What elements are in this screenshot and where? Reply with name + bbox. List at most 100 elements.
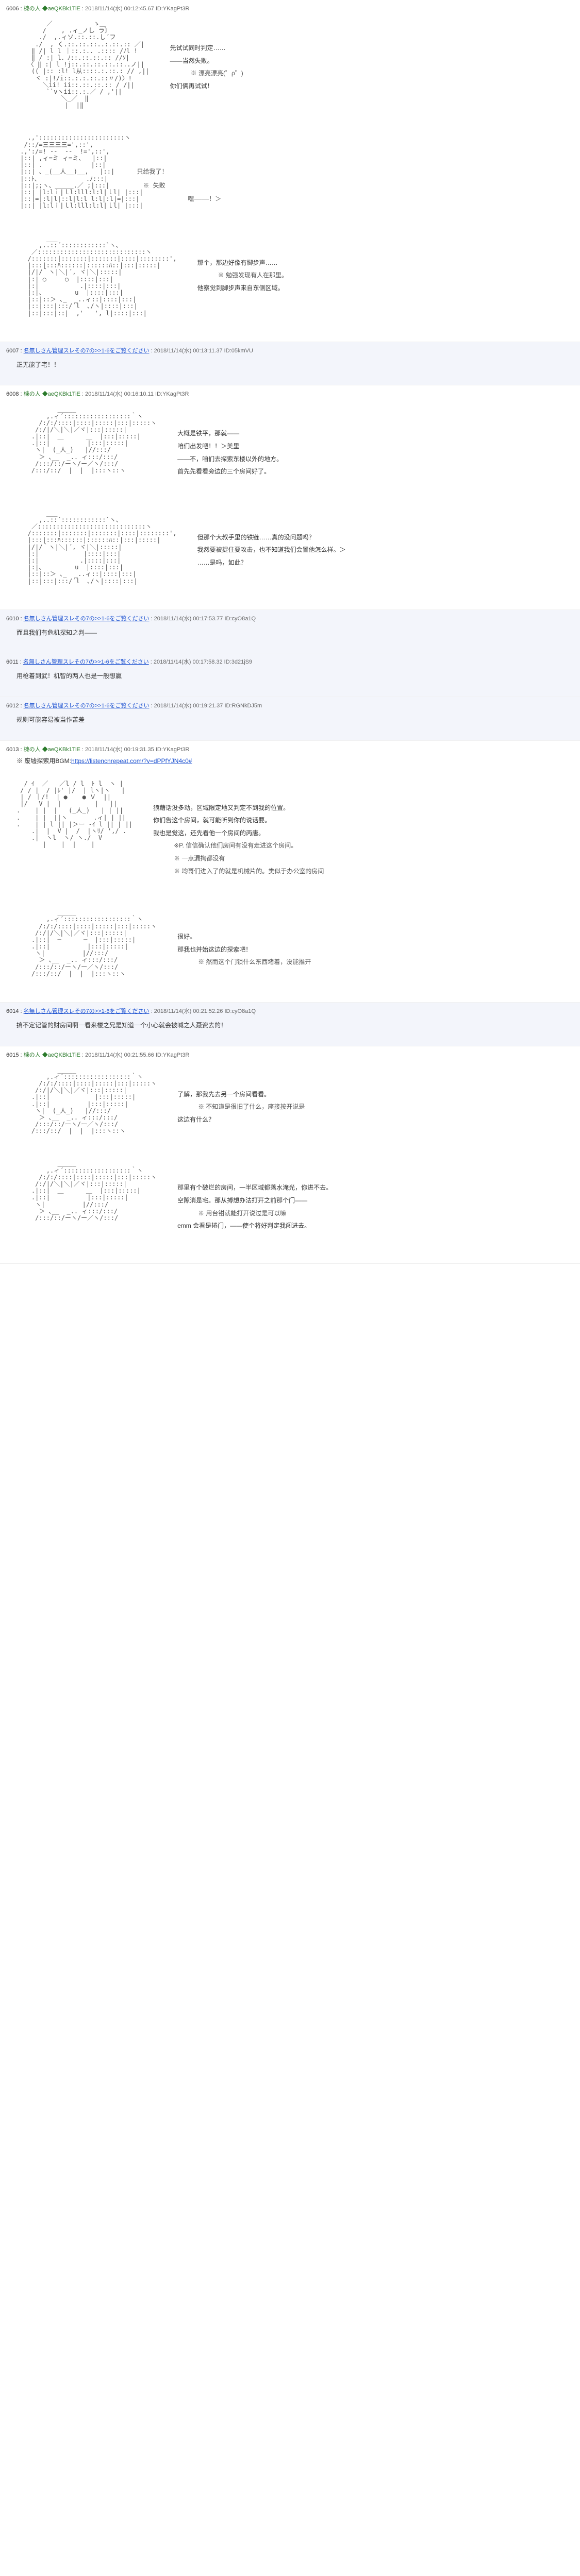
- post-date: : 2018/11/14(水) 00:12:45.67: [80, 6, 156, 12]
- section: .,':::::::::::::::::::::::ヽ /::/=三三三三=',…: [16, 129, 574, 214]
- post-text: 用枪着到武！机智的两人也是一般想赢: [16, 671, 574, 682]
- post-number: 6011 :: [6, 659, 23, 665]
- dialogue-line: 你们俩再试试！: [170, 81, 574, 92]
- bgm-link[interactable]: https://listencnrepeat.com/?v=dPPfYJN4c0…: [71, 757, 192, 765]
- post-date: : 2018/11/14(水) 00:19:31.35: [80, 747, 156, 753]
- post-body: ／ ゝ＿ / , .ィ_ノし ラ〕 ./ ,.ィソ.::.::.し´フ ./ ,…: [6, 15, 574, 322]
- dialogue: 那里有个破烂的房间，一半区域都落水淹光，你进不去。空隙消是宅。那从搏想办法打开之…: [177, 1160, 574, 1233]
- section: _____ ,.ィ´::::::::::::::::::｀ヽ /:/:/::::…: [16, 1062, 574, 1140]
- post-header: 6007 : 名無しさん管理スレその7の>>1-6をご覧ください : 2018/…: [6, 346, 574, 354]
- post-text: 而且我们有危机探知之判——: [16, 628, 574, 639]
- dialogue: 了解，那我先去另一个房间看看。※ 不知道是很旧了什么，座接按开说是这边有什么？: [177, 1067, 574, 1127]
- dialogue-line: 但那个大叔手里的铁链……真的没问题吗？: [197, 532, 574, 544]
- dialogue-line: ※ 一点漏掏都没有: [153, 853, 574, 865]
- post-header: 6012 : 名無しさん管理スレその7の>>1-6をご覧ください : 2018/…: [6, 701, 574, 709]
- post-user-id: ID:YKagPt3R: [156, 747, 189, 753]
- ascii-art: _____ ,.ィ´::::::::::::::::::｀ヽ /:/:/::::…: [16, 909, 157, 977]
- post-author: 棟の人 ◆aeQKBk1TiE: [24, 391, 80, 397]
- ascii-art: / ｲ ／ ／l / l ﾄ l ヽ | / / | / |ﾚ' |/ | lヽ…: [16, 781, 132, 849]
- post-author: 棟の人 ◆aeQKBk1TiE: [24, 6, 80, 12]
- post-author-link[interactable]: 名無しさん管理スレその7の>>1-6をご覧ください: [24, 616, 150, 622]
- dialogue: 很好。那我也并始这边的探索吧！※ 然而这个门锁什么东西堵着，没能推开: [177, 909, 574, 970]
- post-date: : 2018/11/14(水) 00:17:53.77: [150, 616, 225, 622]
- dialogue-line: ※ 不知道是很旧了什么，座接按开说是: [177, 1101, 574, 1113]
- post: 6015 : 棟の人 ◆aeQKBk1TiE : 2018/11/14(水) 0…: [0, 1046, 580, 1264]
- post-author: 棟の人 ◆aeQKBk1TiE: [24, 747, 80, 753]
- post-text: 规则可能容易被当作苦差: [16, 715, 574, 726]
- dialogue-line: 先试试同时判定……: [170, 43, 574, 54]
- dialogue-line: ※ 漂亮漂亮(゜ρ゜): [170, 68, 574, 79]
- post-author-link[interactable]: 名無しさん管理スレその7の>>1-6をご覧ください: [24, 1008, 150, 1014]
- dialogue-line: 他察觉到脚步声来自东侧区域。: [197, 283, 574, 294]
- post-text: 搞不定记管的财房间啊一看来楼之兄是知道一个小心就会被喊之人聂资去的！: [16, 1020, 574, 1031]
- section: _____ ,.ィ´::::::::::::::::::｀ヽ /:/:/::::…: [16, 1155, 574, 1243]
- post-body: _____ ,.ィ´::::::::::::::::::｀ヽ /:/:/::::…: [6, 1062, 574, 1244]
- post-body: 而且我们有危机探知之判——: [6, 628, 574, 639]
- dialogue-line: ——不，咱们去探索东楼以外的地方。: [177, 454, 574, 465]
- post-date: : 2018/11/14(水) 00:21:55.66: [80, 1052, 156, 1058]
- post-number: 6010 :: [6, 616, 24, 622]
- bgm-line: ※ 废墟探索用BGM:https://listencnrepeat.com/?v…: [16, 756, 574, 765]
- dialogue-line: ※ 用台钳就能打开说过是可以嘛: [177, 1208, 574, 1219]
- post-header: 6011 : 名無しさん管理スレその7の>>1-6をご覧ください : 2018/…: [6, 657, 574, 666]
- post-body: 搞不定记管的财房间啊一看来楼之兄是知道一个小心就会被喊之人聂资去的！: [6, 1020, 574, 1031]
- post-number: 6013 :: [6, 747, 24, 753]
- post-header: 6013 : 棟の人 ◆aeQKBk1TiE : 2018/11/14(水) 0…: [6, 745, 574, 753]
- dialogue-line: 大概是铁平，那就——: [177, 428, 574, 439]
- section: _____ ,.ィ´::::::::::::::::::｀ヽ /:/:/::::…: [16, 904, 574, 982]
- post-body: 用枪着到武！机智的两人也是一般想赢: [6, 671, 574, 682]
- dialogue-line: emm 会看是捲门，——使个将好判定我闯进去。: [177, 1221, 574, 1232]
- dialogue-line: 那里有个破烂的房间，一半区域都落水淹光，你进不去。: [177, 1182, 574, 1194]
- post-number: 6006 :: [6, 6, 24, 12]
- post-user-id: ID:cyO8a1Q: [224, 616, 256, 622]
- dialogue-line: 空隙消是宅。那从搏想办法打开之前那个门——: [177, 1195, 574, 1207]
- post: 6012 : 名無しさん管理スレその7の>>1-6をご覧ください : 2018/…: [0, 697, 580, 741]
- post-user-id: ID:3d21jS9: [224, 659, 252, 665]
- post-author-link[interactable]: 名無しさん管理スレその7の>>1-6をご覧ください: [24, 703, 150, 709]
- post: 6008 : 棟の人 ◆aeQKBk1TiE : 2018/11/14(水) 0…: [0, 385, 580, 609]
- post: 6006 : 棟の人 ◆aeQKBk1TiE : 2018/11/14(水) 0…: [0, 0, 580, 342]
- dialogue-line: 我也是觉这，还先看他一个房间的丙唐。: [153, 828, 574, 839]
- post-number: 6008 :: [6, 391, 24, 397]
- section: ___ ,..::´::::::::::::`ヽ、 ／:::::::::::::…: [16, 230, 574, 322]
- ascii-art: _____ ,.ィ´::::::::::::::::::｀ヽ /:/:/::::…: [16, 1067, 157, 1135]
- post-body: 正无能了宅！！: [6, 360, 574, 371]
- post: 6010 : 名無しさん管理スレその7の>>1-6をご覧ください : 2018/…: [0, 610, 580, 654]
- post-user-id: ID:YKagPt3R: [156, 1052, 189, 1058]
- post-text: 正无能了宅！！: [16, 360, 574, 371]
- post-user-id: ID:YKagPt3R: [156, 6, 189, 12]
- dialogue: 狼藉话没多动，区域限定地又判定不到我的位置。你们告这个房间，就可能听到你的说话要…: [153, 781, 574, 879]
- post-header: 6010 : 名無しさん管理スレその7の>>1-6をご覧ください : 2018/…: [6, 614, 574, 622]
- post: 6013 : 棟の人 ◆aeQKBk1TiE : 2018/11/14(水) 0…: [0, 741, 580, 1003]
- section: ／ ゝ＿ / , .ィ_ノし ラ〕 ./ ,.ィソ.::.::.し´フ ./ ,…: [16, 15, 574, 114]
- dialogue: 但那个大叔手里的铁链……真的没问题吗？我然要被捉住要攻击，也不知道我们会置他怎么…: [197, 510, 574, 570]
- dialogue: 那个，那边好像有脚步声……※ 勉强发现有人在那里。他察觉到脚步声来自东侧区域。: [197, 235, 574, 296]
- dialogue-line: 我然要被捉住要攻击，也不知道我们会置他怎么样。＞: [197, 545, 574, 556]
- dialogue-line: ——当然失败。: [170, 56, 574, 67]
- dialogue-line: 那个，那边好像有脚步声……: [197, 258, 574, 269]
- ascii-art: ___ ,..::´::::::::::::`ヽ、 ／:::::::::::::…: [16, 510, 177, 585]
- post-author-link[interactable]: 名無しさん管理スレその7の>>1-6をご覧ください: [23, 659, 149, 665]
- dialogue-line: 首先先看看旁边的三个房间好了。: [177, 466, 574, 478]
- section: / ｲ ／ ／l / l ﾄ l ヽ | / / | / |ﾚ' |/ | lヽ…: [16, 775, 574, 889]
- post: 6011 : 名無しさん管理スレその7の>>1-6をご覧ください : 2018/…: [0, 653, 580, 697]
- post-date: : 2018/11/14(水) 00:17:58.32: [149, 659, 224, 665]
- dialogue-line: 了解，那我先去另一个房间看看。: [177, 1089, 574, 1100]
- post-user-id: ID:RGNkDJ5m: [224, 703, 262, 709]
- dialogue-line: 那我也并始这边的探索吧！: [177, 944, 574, 956]
- dialogue-line: ……是吗，如此？: [197, 557, 574, 569]
- post-header: 6015 : 棟の人 ◆aeQKBk1TiE : 2018/11/14(水) 0…: [6, 1050, 574, 1059]
- dialogue-line: 狼藉话没多动，区域限定地又判定不到我的位置。: [153, 803, 574, 814]
- post-number: 6012 :: [6, 703, 24, 709]
- post-body: _____ ,.ィ´::::::::::::::::::｀ヽ /:/:/::::…: [6, 401, 574, 589]
- dialogue-line: ※ 然而这个门锁什么东西堵着，没能推开: [177, 957, 574, 968]
- post-header: 6014 : 名無しさん管理スレその7の>>1-6をご覧ください : 2018/…: [6, 1007, 574, 1015]
- post-date: : 2018/11/14(水) 00:16:10.11: [80, 391, 155, 397]
- post-author-link[interactable]: 名無しさん管理スレその7の>>1-6をご覧ください: [24, 348, 150, 354]
- post: 6007 : 名無しさん管理スレその7の>>1-6をご覧ください : 2018/…: [0, 342, 580, 386]
- post-user-id: ID:cyO8a1Q: [224, 1008, 256, 1014]
- post-header: 6006 : 棟の人 ◆aeQKBk1TiE : 2018/11/14(水) 0…: [6, 4, 574, 12]
- post-header: 6008 : 棟の人 ◆aeQKBk1TiE : 2018/11/14(水) 0…: [6, 389, 574, 398]
- post-date: : 2018/11/14(水) 00:19:21.37: [150, 703, 225, 709]
- section: ___ ,..::´::::::::::::`ヽ、 ／:::::::::::::…: [16, 505, 574, 590]
